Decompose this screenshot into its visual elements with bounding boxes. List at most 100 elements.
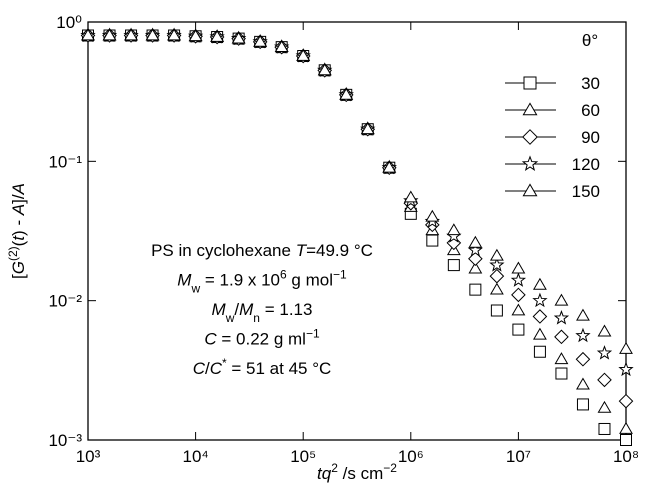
text-segment: G (9, 261, 28, 274)
text-segment: g mol (287, 271, 333, 290)
text-segment: ]/ (9, 194, 28, 204)
text-segment: n (253, 311, 260, 325)
marker (467, 242, 484, 257)
y-tick-label: 10⁻¹ (48, 152, 82, 171)
marker (522, 129, 538, 145)
marker (618, 361, 634, 377)
marker (446, 223, 461, 236)
plot-frame (87, 21, 627, 441)
text-segment: w (190, 282, 200, 296)
marker (274, 40, 289, 53)
legend-label: 60 (581, 101, 600, 120)
marker (575, 327, 591, 343)
marker (511, 287, 526, 303)
x-tick-label: 10⁶ (398, 447, 424, 466)
y-axis-label: [G(2)(t) - A]/A (6, 183, 28, 279)
marker (468, 261, 483, 274)
x-tick-label: 10⁷ (506, 447, 531, 466)
text-segment: −1 (333, 268, 347, 282)
text-segment: ( (9, 240, 28, 246)
text-segment: M (177, 271, 192, 290)
marker (597, 324, 612, 337)
marker (512, 323, 525, 336)
marker (511, 261, 526, 274)
marker (554, 329, 569, 345)
text-segment: M (239, 300, 254, 319)
annotation: C = 0.22 g ml−1 (204, 327, 320, 349)
marker (510, 272, 527, 287)
marker (598, 422, 611, 435)
marker (210, 29, 225, 42)
text-segment: M (212, 300, 227, 319)
text-segment: [ (9, 274, 28, 279)
marker (489, 282, 504, 295)
marker (145, 28, 160, 41)
marker (553, 310, 570, 325)
y-tick-label: 10⁻³ (48, 431, 82, 450)
marker (596, 345, 613, 360)
marker (576, 308, 590, 321)
marker (188, 29, 203, 42)
marker (489, 248, 504, 261)
text-segment: C (193, 359, 206, 378)
text-segment: ) - (9, 215, 28, 236)
text-segment: PS in cyclohexane (151, 241, 296, 260)
text-segment: C (210, 359, 223, 378)
text-segment: w (225, 311, 235, 325)
marker (102, 28, 117, 41)
text-segment: (2) (6, 246, 20, 261)
text-segment: −2 (383, 461, 397, 475)
marker (532, 309, 548, 324)
text-segment: = 51 at 45 °C (227, 359, 332, 378)
marker (620, 434, 632, 446)
marker (425, 209, 440, 222)
marker (124, 28, 138, 41)
marker (489, 268, 505, 284)
marker (425, 217, 440, 233)
marker (554, 352, 569, 365)
text-segment: t (9, 235, 28, 241)
marker (533, 327, 547, 340)
marker (619, 341, 633, 354)
marker (522, 102, 538, 116)
annotation: Mw/Mn = 1.13 (212, 300, 313, 325)
marker (447, 259, 460, 272)
legend-label: 120 (572, 155, 600, 174)
text-segment: C (204, 330, 217, 349)
text-segment: A (9, 183, 28, 195)
marker (576, 377, 590, 390)
text-segment: T (296, 241, 308, 260)
marker (360, 122, 375, 135)
marker (576, 398, 589, 411)
marker (522, 183, 538, 197)
y-tick-label: 10⁰ (56, 13, 82, 32)
text-segment: = 1.13 (260, 300, 312, 319)
marker (575, 351, 591, 367)
legend-label: 150 (572, 182, 600, 201)
marker (618, 393, 634, 409)
marker (490, 304, 503, 317)
marker (317, 63, 332, 76)
x-tick-label: 10⁵ (290, 447, 316, 466)
text-segment: A (9, 204, 28, 216)
text-segment: −1 (306, 327, 320, 341)
marker (253, 34, 268, 47)
text-segment: =49.9 °C (306, 241, 373, 260)
legend-label: 90 (581, 128, 600, 147)
marker (597, 372, 612, 388)
marker (489, 257, 505, 272)
marker (532, 292, 548, 308)
text-segment: / (234, 300, 239, 319)
x-tick-label: 10⁴ (182, 447, 208, 466)
marker (597, 400, 612, 413)
marker (523, 76, 537, 90)
text-segment: 2 (331, 461, 338, 475)
text-segment: /s cm (338, 464, 383, 483)
text-segment: tq (317, 464, 332, 483)
annotation: Mw = 1.9 x 106 g mol−1 (177, 268, 347, 296)
marker (468, 251, 483, 267)
marker (619, 421, 633, 434)
marker (521, 155, 539, 171)
text-segment: / (205, 359, 210, 378)
